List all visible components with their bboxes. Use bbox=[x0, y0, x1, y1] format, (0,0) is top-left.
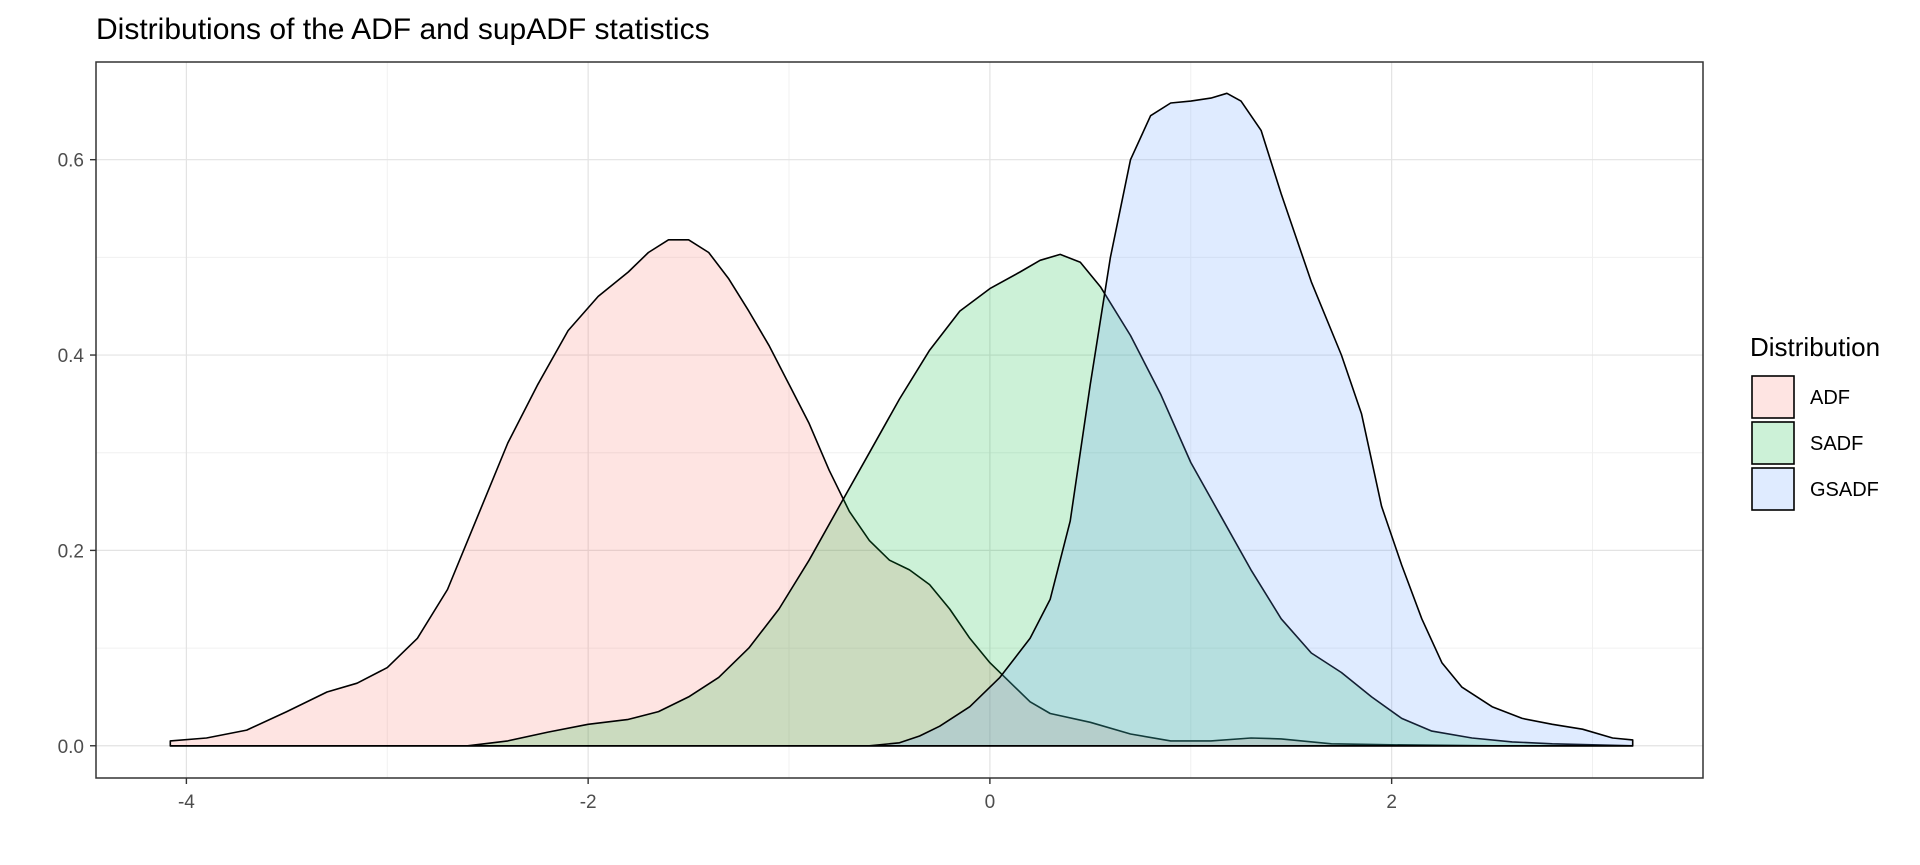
legend-label-adf: ADF bbox=[1810, 387, 1850, 409]
legend-label-sadf: SADF bbox=[1810, 433, 1863, 455]
x-axis: -4 -2 0 2 bbox=[178, 778, 1397, 813]
density-areas bbox=[169, 92, 1634, 747]
x-tick-label: 2 bbox=[1386, 792, 1397, 813]
major-grid bbox=[96, 62, 1703, 778]
y-tick-label: 0.2 bbox=[58, 541, 84, 562]
legend: Distribution ADF SADF GSADF bbox=[1750, 332, 1880, 511]
legend-items: ADF SADF GSADF bbox=[1751, 375, 1879, 511]
y-axis: 0.0 0.2 0.4 0.6 bbox=[58, 151, 96, 758]
legend-label-gsadf: GSADF bbox=[1810, 479, 1879, 501]
x-tick-label: -4 bbox=[178, 792, 195, 813]
y-tick-label: 0.0 bbox=[58, 737, 84, 758]
x-tick-label: -2 bbox=[580, 792, 597, 813]
plot-background bbox=[96, 62, 1703, 778]
plot-panel-border bbox=[95, 61, 1704, 779]
legend-key-adf bbox=[1751, 375, 1795, 419]
density-area-gsadf bbox=[169, 92, 1634, 747]
legend-title: Distribution bbox=[1750, 332, 1880, 362]
density-area-sadf bbox=[169, 253, 1634, 747]
chart-title: Distributions of the ADF and supADF stat… bbox=[96, 13, 710, 46]
y-tick-label: 0.6 bbox=[58, 151, 84, 172]
legend-key-sadf bbox=[1751, 421, 1795, 465]
density-area-adf bbox=[169, 239, 1634, 747]
x-tick-label: 0 bbox=[985, 792, 996, 813]
y-tick-label: 0.4 bbox=[58, 346, 85, 367]
legend-key-gsadf bbox=[1751, 467, 1795, 511]
